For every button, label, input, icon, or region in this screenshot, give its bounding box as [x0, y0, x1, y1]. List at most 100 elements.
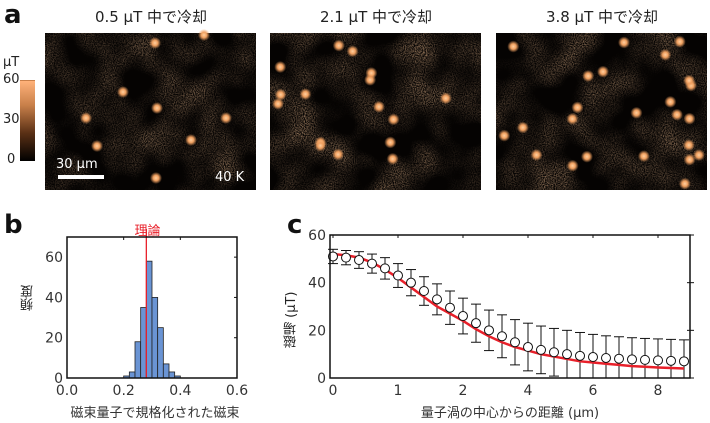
- vortex-spot: [618, 36, 631, 49]
- profile-frame: [329, 234, 691, 379]
- vortex-spot: [571, 101, 584, 114]
- data-point: [653, 355, 663, 366]
- y-tick-label: 40: [45, 290, 63, 306]
- vortex-spot: [498, 129, 511, 142]
- panel-label-c: c: [287, 210, 303, 240]
- data-point: [367, 258, 377, 269]
- histogram-bar: [157, 327, 164, 379]
- data-point: [380, 263, 390, 274]
- vortex-spot: [659, 48, 672, 61]
- vortex-spot: [117, 86, 129, 98]
- vortex-spot: [692, 149, 705, 162]
- scale-bar-label: 30 μm: [56, 157, 98, 172]
- y-tick-label: 60: [308, 228, 326, 244]
- vortex-spot: [530, 148, 543, 161]
- vortex-spot: [637, 150, 650, 163]
- vortex-spot: [387, 113, 400, 126]
- colorbar-tick-60: 60: [3, 72, 20, 87]
- vortex-spot: [332, 148, 345, 161]
- data-point: [614, 353, 624, 364]
- data-point: [393, 270, 403, 281]
- vortex-spot: [516, 121, 529, 134]
- data-point: [575, 350, 585, 361]
- data-point: [562, 349, 572, 360]
- vortex-spot: [365, 67, 378, 80]
- vortex-spot: [683, 112, 696, 125]
- x-tick-label: 0.0: [56, 383, 78, 399]
- vortex-spot: [185, 134, 197, 146]
- vortex-spot: [439, 92, 452, 105]
- data-point: [510, 337, 520, 348]
- image-title-2: 2.1 μT 中で冷却: [319, 8, 433, 26]
- vortex-spot: [151, 102, 163, 114]
- colorbar-tick-30: 30: [3, 112, 20, 127]
- vortex-spot: [346, 45, 359, 58]
- vortex-spot: [150, 172, 162, 184]
- vortex-spot: [630, 106, 643, 119]
- data-point: [484, 325, 494, 336]
- data-point: [549, 347, 559, 358]
- scale-bar: [58, 175, 104, 179]
- vortex-spot: [566, 159, 579, 172]
- y-tick-label: 0: [54, 371, 63, 387]
- profile-ylabel: 磁場 (μT): [284, 291, 299, 349]
- x-tick-label: 0.4: [169, 383, 191, 399]
- vortex-spot: [384, 136, 397, 149]
- histogram-xlabel: 磁束量子で規格化された磁束: [70, 406, 240, 421]
- vortex-spot: [597, 65, 610, 78]
- vortex-spot: [220, 112, 232, 124]
- y-tick-label: 20: [308, 323, 326, 339]
- x-tick-label: 0: [329, 383, 338, 399]
- data-point: [601, 352, 611, 363]
- x-tick-label: 0.2: [113, 383, 135, 399]
- vortex-spot: [274, 88, 287, 101]
- data-point: [679, 356, 689, 367]
- data-point: [341, 252, 351, 263]
- histogram-bar: [140, 307, 147, 379]
- histogram-bar: [128, 371, 136, 379]
- vortex-spot: [507, 40, 520, 53]
- image-title-1: 0.5 μT 中で冷却: [94, 8, 208, 26]
- vortex-spot: [664, 95, 677, 108]
- vortex-spot: [580, 150, 593, 163]
- x-tick-label: 8: [654, 383, 663, 399]
- data-point: [445, 302, 455, 313]
- y-tick-label: 0: [317, 371, 326, 387]
- vortex-spot: [683, 74, 696, 87]
- histogram-frame: [66, 236, 238, 379]
- vortex-spot: [314, 139, 327, 152]
- vortex-spot: [299, 88, 312, 101]
- vortex-spot: [682, 139, 695, 152]
- vortex-spot: [670, 108, 683, 121]
- x-tick-label: 2: [459, 383, 468, 399]
- field-profile-chart: 0 1 2 4 6 8 0 20 40 60: [308, 228, 694, 399]
- x-tick-label: 4: [524, 383, 533, 399]
- data-point: [406, 277, 416, 288]
- temperature-label: 40 K: [215, 170, 245, 185]
- histogram-bar: [145, 260, 153, 379]
- histogram-chart: 0.0 0.2 0.4 0.6 0 20 40 60: [45, 229, 248, 399]
- data-point: [627, 354, 637, 365]
- profile-xlabel: 量子渦の中心からの距離 (μm): [420, 406, 600, 421]
- vortex-spot: [149, 37, 161, 49]
- vortex-spot: [91, 140, 103, 152]
- data-point: [588, 352, 598, 363]
- vortex-spot: [683, 153, 696, 166]
- vortex-spot: [80, 112, 92, 124]
- vortex-spot: [566, 112, 579, 125]
- y-tick-label: 40: [308, 276, 326, 292]
- data-point: [536, 344, 546, 355]
- theory-annotation: 理論: [134, 224, 161, 239]
- histogram-bar: [162, 363, 170, 379]
- histogram-bar: [168, 371, 176, 379]
- histogram-bar: [151, 297, 159, 379]
- vortex-spot: [372, 100, 385, 113]
- data-point: [640, 354, 650, 365]
- vortex-spot: [272, 97, 285, 110]
- data-point: [354, 255, 364, 266]
- vortex-spot: [332, 39, 345, 52]
- vortex-spot: [678, 177, 691, 190]
- vortex-spot: [673, 35, 686, 48]
- x-tick-label: 6: [589, 383, 598, 399]
- image-title-3: 3.8 μT 中で冷却: [545, 8, 659, 26]
